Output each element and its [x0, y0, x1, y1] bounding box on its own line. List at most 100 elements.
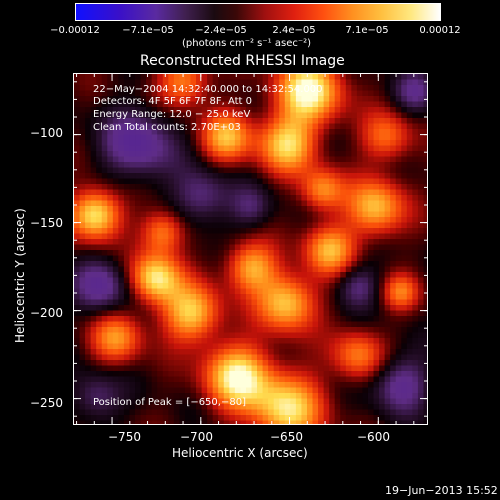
heatmap-cell — [273, 387, 280, 394]
heatmap-cell — [334, 134, 341, 141]
heatmap-cell — [295, 134, 302, 141]
heatmap-cell — [412, 134, 419, 141]
heatmap-cell — [157, 200, 164, 207]
heatmap-cell — [384, 145, 391, 152]
heatmap-cell — [90, 74, 97, 80]
heatmap-cell — [312, 118, 319, 124]
heatmap-cell — [384, 277, 391, 284]
heatmap-cell — [151, 354, 158, 361]
heatmap-cell — [301, 173, 308, 179]
heatmap-cell — [373, 316, 380, 322]
heatmap-cell — [279, 305, 286, 311]
heatmap-cell — [329, 79, 336, 86]
heatmap-cell — [384, 338, 391, 344]
heatmap-cell — [268, 371, 275, 377]
heatmap-cell — [351, 134, 358, 141]
heatmap-cell — [101, 189, 108, 196]
heatmap-cell — [301, 162, 308, 168]
heatmap-cell — [112, 233, 119, 240]
heatmap-cell — [112, 123, 119, 130]
heatmap-cell — [384, 250, 391, 256]
heatmap-cell — [157, 118, 164, 124]
heatmap-cell — [362, 134, 369, 141]
heatmap-cell — [345, 217, 352, 223]
heatmap-cell — [423, 404, 427, 410]
heatmap-cell — [135, 316, 141, 322]
heatmap-cell — [284, 261, 291, 267]
heatmap-cell — [173, 420, 180, 424]
heatmap-cell — [295, 415, 302, 421]
heatmap-cell — [223, 321, 230, 328]
heatmap-cell — [123, 90, 130, 97]
heatmap-cell — [151, 360, 158, 366]
heatmap-cell — [240, 349, 247, 355]
heatmap-cell — [284, 151, 291, 157]
heatmap-cell — [112, 415, 119, 421]
heatmap-cell — [74, 228, 80, 234]
heatmap-cell — [135, 409, 141, 416]
heatmap-cell — [367, 393, 374, 399]
heatmap-cell — [279, 145, 286, 152]
heatmap-cell — [223, 299, 230, 306]
heatmap-cell — [367, 354, 374, 361]
heatmap-cell — [356, 173, 363, 179]
heatmap-cell — [234, 140, 241, 146]
heatmap-cell — [79, 167, 86, 174]
heatmap-cell — [423, 266, 427, 273]
heatmap-cell — [107, 321, 114, 328]
heatmap-cell — [401, 107, 408, 113]
heatmap-cell — [146, 327, 153, 333]
heatmap-cell — [351, 321, 358, 328]
heatmap-cell — [423, 250, 427, 256]
heatmap-cell — [74, 107, 80, 113]
heatmap-cell — [190, 222, 197, 229]
heatmap-cell — [401, 189, 408, 196]
heatmap-cell — [351, 101, 358, 108]
heatmap-cell — [140, 151, 147, 157]
heatmap-cell — [268, 206, 275, 212]
heatmap-cell — [257, 415, 263, 421]
chart-title: Reconstructed RHESSI Image — [140, 53, 345, 69]
heatmap-cell — [290, 338, 297, 344]
heatmap-cell — [412, 123, 419, 130]
heatmap-cell — [251, 398, 258, 405]
heatmap-cell — [218, 382, 225, 388]
heatmap-cell — [379, 316, 386, 322]
heatmap-cell — [229, 162, 236, 168]
heatmap-cell — [245, 118, 252, 124]
heatmap-cell — [157, 266, 164, 273]
heatmap-cell — [85, 354, 92, 361]
heatmap-cell — [417, 420, 424, 424]
heatmap-cell — [79, 310, 86, 317]
heatmap-cell — [340, 173, 347, 179]
heatmap-cell — [101, 349, 108, 355]
heatmap-cell — [79, 90, 86, 97]
heatmap-cell — [312, 255, 319, 262]
heatmap-cell — [146, 211, 153, 218]
heatmap-cell — [334, 167, 341, 174]
heatmap-cell — [190, 206, 197, 212]
heatmap-cell — [417, 261, 424, 267]
heatmap-cell — [345, 338, 352, 344]
heatmap-cell — [135, 167, 141, 174]
heatmap-cell — [129, 90, 136, 97]
heatmap-cell — [401, 178, 408, 185]
heatmap-cell — [273, 211, 280, 218]
heatmap-cell — [379, 233, 386, 240]
heatmap-cell — [218, 228, 225, 234]
heatmap-cell — [162, 354, 169, 361]
heatmap-cell — [79, 140, 86, 146]
heatmap-cell — [384, 376, 391, 383]
heatmap-cell — [417, 387, 424, 394]
heatmap-cell — [395, 112, 402, 119]
heatmap-cell — [318, 327, 325, 333]
heatmap-cell — [168, 255, 175, 262]
heatmap-cell — [362, 310, 369, 317]
heatmap-cell — [201, 365, 208, 372]
heatmap-cell — [251, 217, 258, 223]
heatmap-cell — [279, 107, 286, 113]
heatmap-cell — [140, 217, 147, 223]
heatmap-cell — [218, 79, 225, 86]
heatmap-cell — [251, 360, 258, 366]
heatmap-cell — [406, 316, 413, 322]
